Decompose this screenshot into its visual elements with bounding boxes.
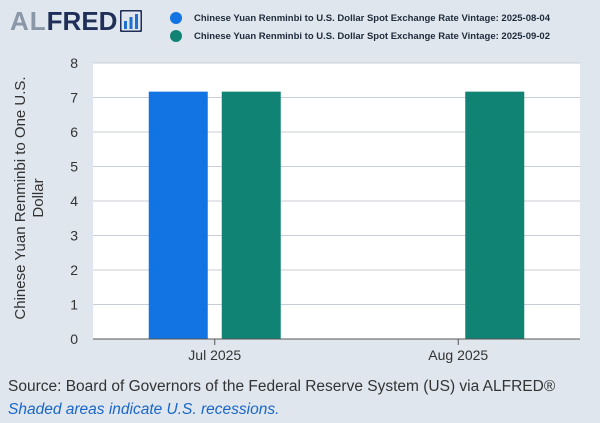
y-tick-label: 0 xyxy=(70,331,78,347)
y-tick-label: 4 xyxy=(70,193,78,209)
logo-prefix: AL xyxy=(10,5,47,36)
x-tick-label: Aug 2025 xyxy=(428,347,488,363)
legend-item-series-2[interactable]: Chinese Yuan Renminbi to U.S. Dollar Spo… xyxy=(170,28,550,44)
legend-item-series-1[interactable]: Chinese Yuan Renminbi to U.S. Dollar Spo… xyxy=(170,10,550,26)
y-tick-label: 3 xyxy=(70,228,78,244)
y-tick-label: 1 xyxy=(70,297,78,313)
source-note: Source: Board of Governors of the Federa… xyxy=(8,378,556,395)
y-axis-label-line-2: Dollar xyxy=(30,178,47,218)
legend: Chinese Yuan Renminbi to U.S. Dollar Spo… xyxy=(170,10,550,46)
legend-label-series-1: Chinese Yuan Renminbi to U.S. Dollar Spo… xyxy=(194,12,550,24)
y-axis-label-line-1: Chinese Yuan Renminbi to One U.S. xyxy=(12,76,29,320)
y-tick-label: 7 xyxy=(70,90,78,106)
y-tick-label: 2 xyxy=(70,262,78,278)
legend-marker-series-2 xyxy=(170,30,182,42)
legend-marker-series-1 xyxy=(170,12,182,24)
recession-note: Shaded areas indicate U.S. recessions. xyxy=(8,401,280,418)
x-tick-label: Jul 2025 xyxy=(188,347,241,363)
bar-series-2-0[interactable] xyxy=(221,91,281,339)
bars xyxy=(148,91,525,339)
bar-chart-icon xyxy=(120,10,143,32)
y-tick-label: 5 xyxy=(70,159,78,175)
legend-label-series-2: Chinese Yuan Renminbi to U.S. Dollar Spo… xyxy=(194,30,550,42)
bar-series-1-0[interactable] xyxy=(148,91,208,339)
y-axis-label: Chinese Yuan Renminbi to One U.S. Dollar xyxy=(12,76,48,319)
y-tick-label: 8 xyxy=(70,55,78,71)
alfred-logo[interactable]: AL FRED xyxy=(10,5,143,36)
logo-brand: FRED xyxy=(46,5,118,36)
bar-series-2-1[interactable] xyxy=(465,91,525,339)
y-tick-label: 6 xyxy=(70,124,78,140)
axes: 0 1 2 3 4 5 6 7 8 Jul 2025 Aug 2025 xyxy=(70,55,580,363)
